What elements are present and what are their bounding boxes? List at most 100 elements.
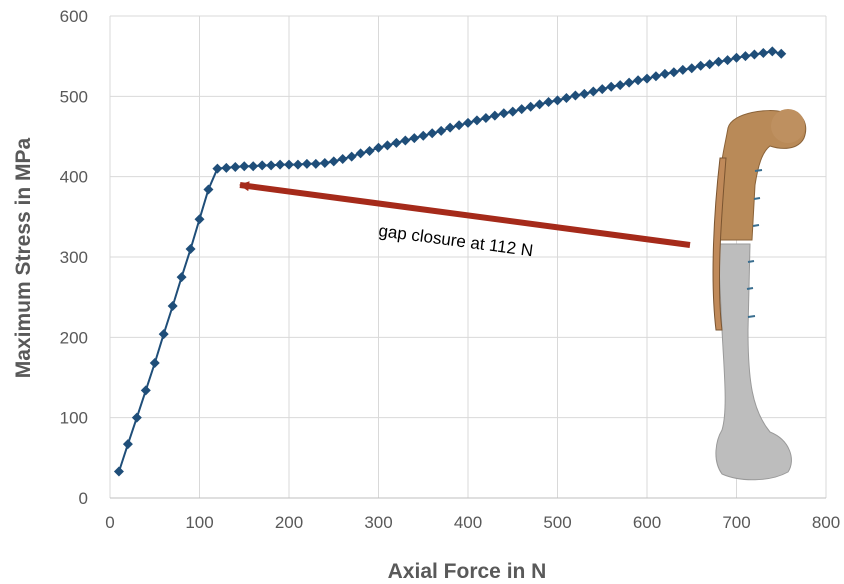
data-point <box>695 60 706 71</box>
data-point <box>328 156 339 167</box>
data-point <box>454 120 465 131</box>
data-point <box>194 214 205 225</box>
data-point <box>203 184 214 195</box>
annotation-arrow <box>239 181 691 248</box>
y-tick-label: 100 <box>60 409 88 428</box>
data-point <box>767 46 778 57</box>
data-point <box>131 412 142 423</box>
data-point <box>758 47 769 58</box>
data-point <box>382 140 393 151</box>
data-point <box>391 137 402 148</box>
data-point <box>749 49 760 60</box>
data-point <box>400 135 411 146</box>
series-line <box>118 50 782 472</box>
data-point <box>337 153 348 164</box>
data-point <box>588 86 599 97</box>
data-point <box>480 113 491 124</box>
data-point <box>158 329 169 340</box>
x-tick-label: 300 <box>364 513 392 532</box>
data-point <box>167 301 178 312</box>
femur-plate-model <box>712 109 807 481</box>
data-point <box>364 145 375 156</box>
data-point <box>436 125 447 136</box>
data-point <box>149 358 160 369</box>
data-point <box>445 122 456 133</box>
data-point <box>185 243 196 254</box>
data-point <box>776 48 787 59</box>
data-point <box>642 73 652 84</box>
x-tick-label: 700 <box>722 513 750 532</box>
data-point <box>704 59 715 70</box>
x-axis-title: Axial Force in N <box>388 560 547 583</box>
data-point <box>471 115 482 126</box>
x-tick-label: 600 <box>633 513 661 532</box>
x-tick-label: 500 <box>543 513 571 532</box>
data-point <box>615 80 626 91</box>
data-point <box>579 88 590 99</box>
data-point <box>301 158 312 169</box>
data-point <box>355 148 366 159</box>
y-tick-label: 200 <box>60 328 88 347</box>
data-point <box>677 64 688 75</box>
data-point <box>221 162 232 173</box>
data-point <box>713 56 724 67</box>
data-point <box>427 128 438 139</box>
data-point <box>489 110 500 121</box>
data-point <box>543 96 554 107</box>
data-point <box>624 77 635 88</box>
data-point <box>534 99 545 110</box>
data-point <box>516 104 527 115</box>
lower-femur-segment <box>715 243 792 481</box>
y-tick-label: 0 <box>79 489 88 508</box>
tick-labels: 0 100 200 300 400 500 600 700 800 0 100 200 300 400 50… <box>60 7 841 532</box>
y-tick-label: 300 <box>60 248 88 267</box>
data-point <box>122 439 133 450</box>
data-point <box>292 159 303 170</box>
data-point <box>266 160 277 171</box>
data-point <box>248 161 259 172</box>
screws <box>746 169 763 318</box>
data-point <box>275 159 286 170</box>
data-point <box>633 75 644 86</box>
x-tick-label: 200 <box>275 513 303 532</box>
data-point <box>731 52 742 63</box>
data-point <box>659 68 670 79</box>
data-point <box>597 84 608 95</box>
data-point <box>310 158 321 169</box>
x-tick-label: 0 <box>105 513 114 532</box>
bone-plate <box>712 157 727 331</box>
annotation-text: gap closure at 112 N <box>377 221 534 260</box>
x-tick-label: 100 <box>185 513 213 532</box>
upper-femur-segment <box>717 109 807 241</box>
data-point <box>570 90 581 101</box>
data-point <box>230 162 241 173</box>
data-point <box>212 163 223 174</box>
data-point <box>319 158 330 169</box>
data-point <box>284 159 294 170</box>
x-tick-label: 800 <box>812 513 840 532</box>
data-point <box>140 385 151 396</box>
data-point <box>686 63 697 74</box>
data-point <box>507 106 518 117</box>
data-point <box>525 101 536 112</box>
data-points <box>113 46 787 477</box>
data-point <box>373 142 384 153</box>
x-tick-label: 400 <box>454 513 482 532</box>
data-point <box>113 466 124 477</box>
data-point <box>463 117 473 128</box>
data-point <box>176 272 187 283</box>
y-axis-title: Maximum Stress in MPa <box>12 137 35 378</box>
data-point <box>722 55 733 66</box>
data-point <box>606 81 617 92</box>
data-point <box>561 92 572 103</box>
data-point <box>257 160 268 171</box>
y-tick-label: 400 <box>60 168 88 187</box>
data-point <box>668 67 679 78</box>
series-polyline <box>118 50 782 472</box>
data-point <box>409 133 420 144</box>
data-point <box>418 130 429 141</box>
data-point <box>346 151 357 162</box>
data-point <box>650 71 661 82</box>
data-point <box>740 51 751 62</box>
